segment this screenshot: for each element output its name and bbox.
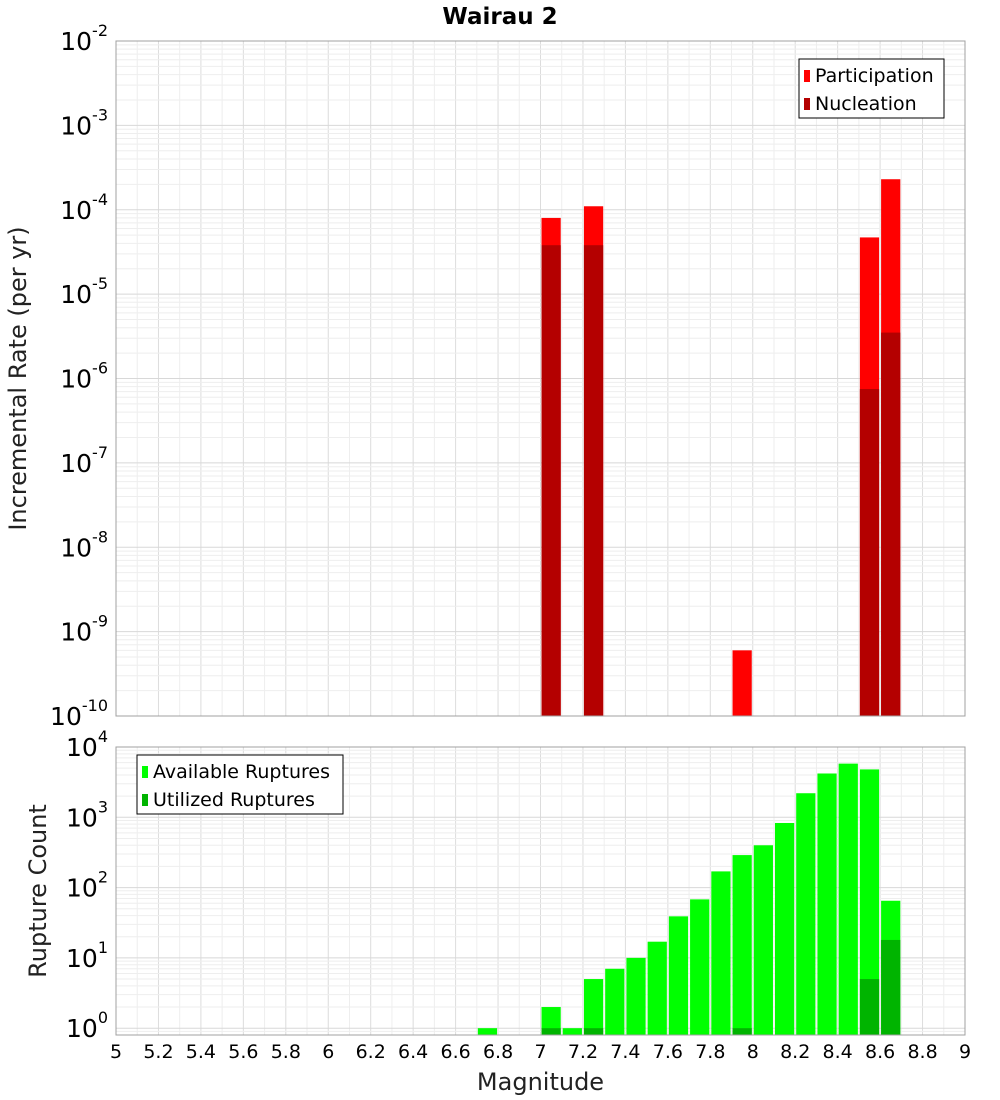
legend-swatch-available — [142, 766, 148, 778]
x-tick-label: 8.8 — [907, 1041, 937, 1063]
available-ruptures-bar — [796, 793, 816, 1035]
x-tick-label: 8 — [747, 1041, 759, 1063]
y-tick-label: 10-5 — [60, 274, 108, 309]
available-ruptures-bar — [626, 957, 646, 1035]
magnitude-x-tick-labels: 5 5.2 5.4 5.6 5.8 6 6.2 6.4 6.6 6.8 7 7.2 7.4 7.6 7.8 8… — [110, 1041, 971, 1063]
y-tick-label: 10-2 — [60, 21, 108, 56]
y-tick-label: 103 — [66, 797, 108, 832]
rupture-legend-box — [136, 754, 344, 815]
x-tick-label: 5 — [110, 1041, 122, 1063]
y-tick-label: 10-8 — [60, 527, 108, 562]
available-ruptures-bar — [753, 845, 773, 1035]
x-tick-label: 6.8 — [483, 1041, 513, 1063]
legend-swatch-utilized — [142, 794, 148, 806]
available-ruptures-bar — [583, 979, 604, 1035]
available-ruptures-bar — [711, 871, 731, 1035]
utilized-ruptures-bar — [859, 979, 880, 1035]
y-tick-label: 100 — [66, 1008, 108, 1043]
x-tick-label: 9 — [959, 1041, 971, 1063]
available-ruptures-bar — [838, 763, 858, 1035]
x-tick-label: 5.6 — [228, 1041, 258, 1063]
legend-label-nucleation: Nucleation — [815, 93, 917, 115]
available-ruptures-bar — [541, 1007, 561, 1035]
x-tick-label: 7.2 — [568, 1041, 598, 1063]
rate-plot-bars — [541, 179, 901, 717]
utilized-ruptures-bar — [732, 1028, 752, 1035]
x-tick-label: 5.8 — [271, 1041, 301, 1063]
rupture-count-bars — [477, 763, 901, 1035]
rate-plot-panel: 10-10 10-9 10-8 10-7 10-6 10-5 10-4 10-3 10-2 In… — [4, 21, 966, 731]
nucleation-bar — [541, 245, 561, 717]
utilized-ruptures-bar — [541, 1028, 561, 1035]
y-tick-label: 101 — [66, 938, 108, 973]
y-tick-label: 10-10 — [50, 696, 108, 731]
rupture-legend: Available Ruptures Utilized Ruptures — [136, 754, 344, 815]
x-tick-label: 6.2 — [356, 1041, 386, 1063]
x-tick-label: 5.4 — [186, 1041, 216, 1063]
x-tick-label: 8.6 — [865, 1041, 895, 1063]
x-tick-label: 7.4 — [610, 1041, 640, 1063]
available-ruptures-bar — [817, 773, 837, 1035]
x-tick-label: 6.6 — [440, 1041, 470, 1063]
x-tick-label: 7.8 — [695, 1041, 725, 1063]
count-y-axis-label: Rupture Count — [24, 804, 52, 978]
utilized-ruptures-bar — [881, 939, 901, 1035]
available-ruptures-bar — [774, 822, 795, 1035]
available-ruptures-bar — [647, 941, 667, 1035]
rate-y-axis-label: Incremental Rate (per yr) — [4, 226, 32, 530]
nucleation-bar — [881, 332, 901, 716]
x-tick-label: 7 — [534, 1041, 546, 1063]
rupture-count-panel: 100 101 102 103 104 5 5.2 5.4 5.6 5.8 6 6.2 6.4 6.6 6… — [24, 727, 971, 1096]
rate-y-tick-labels: 10-10 10-9 10-8 10-7 10-6 10-5 10-4 10-3 10-2 — [50, 21, 108, 731]
count-y-tick-labels: 100 101 102 103 104 — [66, 727, 108, 1043]
available-ruptures-bar — [690, 899, 710, 1035]
x-axis-label: Magnitude — [477, 1068, 604, 1096]
y-tick-label: 10-4 — [60, 190, 108, 225]
y-tick-label: 10-6 — [60, 359, 108, 394]
legend-swatch-participation — [804, 70, 810, 82]
x-tick-label: 6.4 — [398, 1041, 428, 1063]
y-tick-label: 104 — [66, 727, 108, 762]
legend-label-utilized: Utilized Ruptures — [153, 789, 315, 811]
y-tick-label: 102 — [66, 868, 108, 903]
available-ruptures-bar — [668, 916, 689, 1035]
x-tick-label: 8.4 — [823, 1041, 853, 1063]
x-tick-label: 7.6 — [653, 1041, 683, 1063]
chart-title: Wairau 2 — [442, 4, 557, 30]
nucleation-bar — [859, 389, 880, 716]
available-ruptures-bar — [605, 968, 625, 1035]
participation-bar — [732, 650, 752, 716]
nucleation-bar — [583, 245, 604, 717]
available-ruptures-bar — [859, 769, 880, 1035]
y-tick-label: 10-7 — [60, 443, 108, 478]
utilized-ruptures-bar — [583, 1028, 604, 1035]
rate-legend-box — [798, 58, 945, 119]
legend-label-available: Available Ruptures — [153, 761, 330, 783]
available-ruptures-bar — [732, 855, 752, 1035]
rate-plot-frame — [115, 40, 966, 717]
rate-legend: Participation Nucleation — [798, 58, 945, 119]
legend-label-participation: Participation — [815, 65, 934, 87]
rate-plot-grid — [115, 40, 966, 717]
x-tick-label: 8.2 — [780, 1041, 810, 1063]
y-tick-label: 10-3 — [60, 105, 108, 140]
x-tick-label: 5.2 — [143, 1041, 173, 1063]
available-ruptures-bar — [562, 1028, 582, 1035]
rupture-count-frame — [115, 746, 966, 1036]
legend-swatch-nucleation — [804, 98, 810, 110]
x-tick-label: 6 — [322, 1041, 334, 1063]
y-tick-label: 10-9 — [60, 612, 108, 647]
available-ruptures-bar — [477, 1028, 498, 1035]
